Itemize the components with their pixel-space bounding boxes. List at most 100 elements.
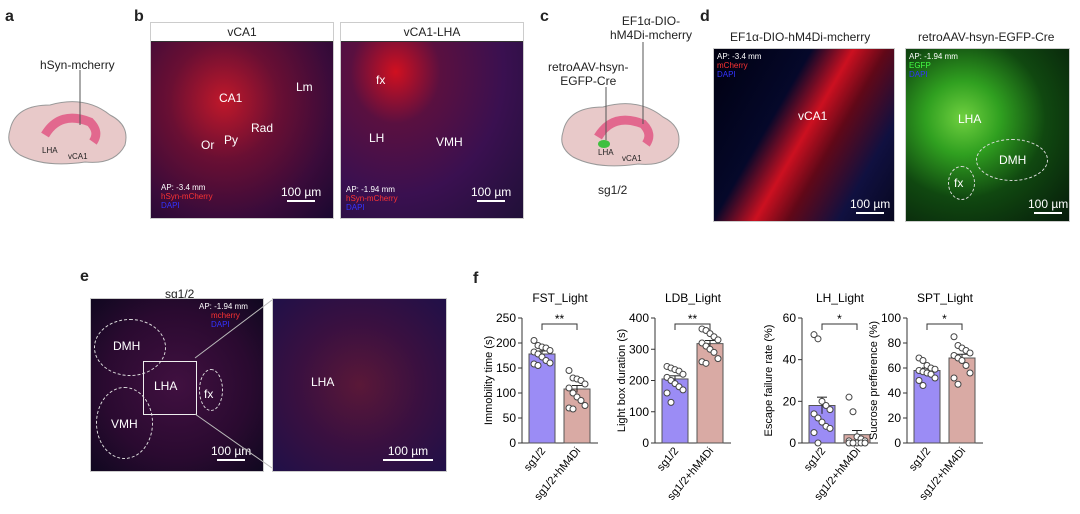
region-label: DMH	[999, 153, 1027, 167]
y-tick-label: 100	[629, 405, 649, 419]
channel-label: DAPI	[161, 201, 180, 210]
y-tick-label: 200	[496, 336, 516, 350]
lha-label: LHA	[42, 146, 58, 155]
y-tick-label: 100	[881, 311, 901, 325]
y-axis-label: Sucrose prefference (%)	[868, 321, 880, 440]
data-point	[962, 362, 970, 369]
y-tick-label: 60	[783, 311, 797, 325]
micrograph-vca1-lha: vCA1-LHA fx LH VMH AP: -1.94 mm hSyn-mCh…	[340, 22, 524, 219]
panel-label-e: e	[80, 268, 89, 285]
panel-label-d: d	[700, 8, 710, 25]
data-point	[810, 429, 818, 437]
y-tick-label: 200	[629, 374, 649, 388]
construct-label: hSyn-mcherry	[40, 58, 115, 72]
channel-label: hSyn-mCherry	[346, 194, 398, 203]
scale-bar: 100 µm	[1028, 197, 1068, 214]
vca1-label: vCA1	[68, 152, 88, 161]
data-point	[931, 365, 939, 373]
data-point	[849, 408, 857, 416]
y-tick-label: 400	[629, 311, 649, 325]
channel-label: DAPI	[346, 203, 365, 212]
significance-label: **	[555, 312, 565, 326]
y-tick-label: 0	[509, 436, 516, 450]
data-point	[845, 393, 853, 401]
panel-label-f: f	[473, 270, 479, 287]
significance-bracket	[926, 323, 963, 330]
scale-bar: 100 µm	[471, 185, 511, 202]
data-point	[818, 418, 826, 426]
region-label: LH	[369, 131, 385, 145]
ap-label: AP: -3.4 mm	[161, 183, 206, 192]
data-point	[702, 359, 710, 367]
data-point	[530, 337, 538, 344]
x-tick-label: sg1/2	[522, 445, 548, 473]
micrograph-hm4di: AP: -3.4 mm mCherry DAPI vCA1 100 µm	[713, 48, 895, 222]
scale-bar: 100 µm	[383, 444, 433, 461]
ap-label: AP: -1.94 mm	[199, 302, 248, 311]
bar-sg1/2	[528, 353, 556, 444]
data-point	[826, 424, 834, 432]
group-label: sg1/2	[598, 183, 628, 197]
data-point	[581, 380, 589, 388]
region-label: Py	[224, 133, 239, 147]
group-label: sg1/2	[165, 287, 195, 301]
micrograph-lha-overview: AP: -1.94 mm mcherry DAPI DMH LHA fx VMH…	[90, 298, 264, 472]
y-axis-label: Escape failure rate (%)	[763, 325, 775, 437]
data-point	[954, 380, 962, 388]
region-label: LHA	[154, 379, 178, 393]
significance-label: *	[942, 312, 947, 326]
data-point	[814, 414, 822, 422]
y-tick-label: 250	[496, 311, 516, 325]
channel-label: hSyn-mCherry	[161, 192, 213, 201]
image-title: retroAAV-hsyn-EGFP-Cre	[918, 30, 1055, 44]
scale-bar: 100 µm	[850, 197, 890, 214]
micrograph-lha-zoom: LHA 100 µm	[272, 298, 447, 472]
data-point	[826, 406, 834, 414]
data-point	[714, 355, 722, 363]
y-tick-label: 0	[894, 436, 901, 450]
y-tick-label: 100	[496, 386, 516, 400]
y-tick-label: 40	[888, 386, 902, 400]
image-title: EF1α-DIO-hM4Di-mcherry	[730, 30, 871, 44]
data-point	[569, 405, 577, 413]
data-point	[822, 402, 830, 409]
data-point	[546, 359, 554, 367]
zoom-lines	[194, 299, 273, 469]
data-point	[710, 348, 718, 356]
data-point	[679, 370, 687, 378]
significance-label: *	[837, 312, 842, 326]
data-point	[814, 335, 822, 343]
construct-2: retroAAV-hsyn- EGFP-Cre	[548, 60, 629, 88]
data-point	[534, 362, 542, 369]
micrograph-egfp: AP: -1.94 mm EGFP DAPI LHA DMH fx 100 µm	[905, 48, 1070, 222]
y-tick-label: 50	[503, 411, 517, 425]
x-tick-label: sg1/2	[655, 445, 681, 473]
image-title: vCA1-LHA	[341, 23, 523, 42]
data-point	[565, 367, 573, 374]
channel-label: mcherry	[211, 311, 240, 320]
data-point	[849, 439, 857, 447]
y-tick-label: 300	[629, 342, 649, 356]
data-point	[565, 384, 573, 392]
region-label: LHA	[958, 112, 982, 126]
region-label: fx	[954, 176, 964, 190]
ap-label: AP: -1.94 mm	[346, 185, 395, 194]
y-tick-label: 0	[789, 436, 796, 450]
data-point	[950, 333, 958, 341]
chart-title: FST_Light	[532, 291, 588, 305]
data-point	[919, 382, 927, 389]
region-label: VMH	[436, 135, 463, 149]
chart-title: LH_Light	[816, 291, 865, 305]
ap-label: AP: -3.4 mm	[717, 52, 762, 61]
chart-title: LDB_Light	[665, 291, 722, 305]
significance-bracket	[541, 323, 578, 330]
data-point	[919, 357, 927, 364]
data-point	[581, 402, 589, 409]
region-label: DMH	[113, 339, 141, 353]
data-point	[569, 389, 577, 397]
region-label: fx	[204, 387, 214, 401]
region-label: VMH	[111, 417, 138, 431]
data-point	[714, 336, 722, 344]
region-label: Rad	[251, 121, 274, 135]
